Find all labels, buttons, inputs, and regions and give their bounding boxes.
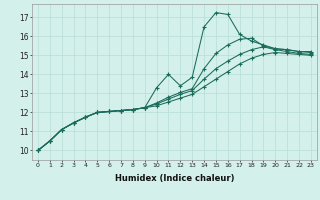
X-axis label: Humidex (Indice chaleur): Humidex (Indice chaleur) (115, 174, 234, 183)
